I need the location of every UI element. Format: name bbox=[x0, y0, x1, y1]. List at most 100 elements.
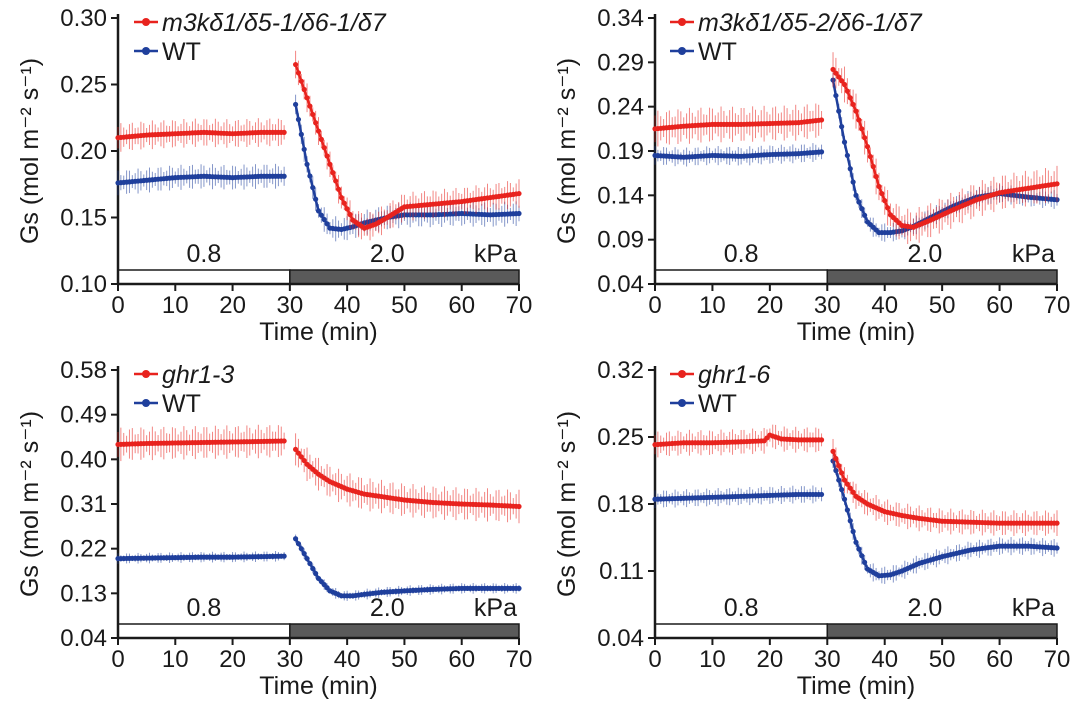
x-tick-label: 60 bbox=[986, 292, 1013, 319]
data-point bbox=[844, 481, 850, 487]
legend-label: WT bbox=[698, 38, 737, 66]
vpd-bar-high bbox=[826, 623, 1058, 639]
data-point bbox=[859, 553, 865, 559]
x-tick-label: 60 bbox=[448, 646, 475, 673]
data-point bbox=[833, 467, 839, 474]
legend-marker bbox=[142, 47, 150, 55]
x-tick-label: 10 bbox=[162, 646, 189, 673]
legend-marker bbox=[678, 18, 686, 26]
y-tick-label: 0.29 bbox=[597, 49, 644, 76]
vpd-label-high: 2.0 bbox=[908, 240, 943, 268]
x-tick-label: 0 bbox=[111, 646, 124, 673]
x-axis-title: Time (min) bbox=[797, 672, 916, 700]
data-point bbox=[841, 81, 848, 88]
data-point bbox=[1054, 181, 1060, 187]
data-point bbox=[1054, 520, 1060, 526]
x-tick-label: 40 bbox=[871, 292, 898, 319]
vpd-label-low: 0.8 bbox=[724, 240, 759, 268]
series-mutant bbox=[115, 424, 522, 524]
data-point bbox=[853, 192, 859, 198]
data-point bbox=[330, 170, 336, 176]
data-point bbox=[295, 541, 302, 547]
data-point bbox=[281, 438, 287, 444]
legend-marker bbox=[142, 18, 150, 26]
data-point bbox=[516, 210, 522, 217]
data-point bbox=[859, 126, 865, 132]
data-point bbox=[307, 103, 313, 109]
data-point bbox=[833, 455, 839, 462]
series-wt bbox=[115, 94, 522, 242]
data-point bbox=[315, 128, 322, 134]
vpd-bar-low bbox=[654, 623, 829, 639]
y-axis-title: Gs (mol m⁻² s⁻¹) bbox=[553, 411, 581, 597]
vpd-bar-low bbox=[117, 269, 291, 285]
data-point bbox=[1054, 545, 1060, 551]
x-axis-title: Time (min) bbox=[259, 318, 378, 346]
data-point bbox=[836, 477, 842, 483]
data-point bbox=[873, 173, 879, 180]
vpd-bar-high bbox=[289, 269, 520, 285]
data-point bbox=[295, 116, 302, 123]
data-point bbox=[281, 173, 287, 179]
legend-marker bbox=[678, 47, 686, 55]
x-tick-label: 30 bbox=[277, 646, 304, 673]
y-tick-label: 0.25 bbox=[597, 424, 644, 451]
data-point bbox=[841, 139, 848, 145]
legend-marker bbox=[678, 370, 686, 378]
x-tick-label: 70 bbox=[506, 646, 533, 673]
data-point bbox=[879, 190, 885, 197]
data-point bbox=[298, 78, 304, 84]
data-point bbox=[301, 457, 307, 464]
x-tick-label: 20 bbox=[219, 646, 246, 673]
x-tick-label: 20 bbox=[757, 292, 784, 319]
y-tick-label: 0.14 bbox=[597, 182, 644, 209]
y-tick-label: 0.22 bbox=[60, 536, 107, 563]
panel-top-right: 0.8 2.0 kPa 0.04 0.09 0.14 0.19 0.24 0.29 0.34 0 10… bbox=[553, 5, 1070, 346]
data-point bbox=[850, 528, 856, 535]
data-point bbox=[324, 153, 330, 159]
vpd-unit-label: kPa bbox=[474, 594, 517, 622]
data-point bbox=[335, 186, 342, 192]
x-axis-title: Time (min) bbox=[797, 318, 916, 346]
y-tick-label: 0.34 bbox=[597, 5, 644, 32]
legend-label: m3kδ1/δ5-1/δ6-1/δ7 bbox=[162, 9, 387, 37]
data-point bbox=[841, 477, 848, 483]
y-tick-label: 0.10 bbox=[60, 271, 107, 298]
series-wt bbox=[115, 534, 522, 601]
data-point bbox=[850, 179, 856, 185]
data-point bbox=[850, 489, 856, 495]
x-tick-label: 0 bbox=[648, 646, 661, 673]
series-mutant bbox=[115, 50, 522, 241]
data-point bbox=[830, 66, 836, 73]
y-tick-label: 0.04 bbox=[597, 271, 644, 298]
legend-label: ghr1-3 bbox=[162, 361, 234, 389]
data-point bbox=[310, 111, 316, 118]
data-point bbox=[301, 146, 307, 152]
data-point bbox=[836, 463, 842, 469]
data-point bbox=[839, 124, 845, 130]
data-point bbox=[844, 152, 850, 159]
data-point bbox=[324, 221, 330, 227]
data-point bbox=[281, 129, 287, 135]
series-line bbox=[831, 450, 1057, 525]
y-tick-label: 0.11 bbox=[599, 558, 644, 585]
data-point bbox=[301, 551, 307, 557]
data-point bbox=[347, 211, 353, 218]
vpd-unit-label: kPa bbox=[1012, 240, 1055, 268]
y-axis-title: Gs (mol m⁻² s⁻¹) bbox=[553, 58, 581, 244]
data-point bbox=[847, 166, 853, 172]
data-point bbox=[310, 184, 316, 191]
panel-bottom-left: 0.8 2.0 kPa 0.04 0.13 0.22 0.31 0.40 0.49 0.58 0 10… bbox=[16, 357, 532, 700]
vpd-bar-low bbox=[654, 269, 829, 285]
data-point bbox=[310, 565, 316, 572]
vpd-bar-low bbox=[117, 623, 291, 639]
x-tick-label: 40 bbox=[871, 646, 898, 673]
data-point bbox=[833, 70, 839, 76]
series-mutant bbox=[652, 424, 1060, 537]
x-tick-label: 50 bbox=[929, 646, 956, 673]
data-point bbox=[830, 448, 836, 454]
data-point bbox=[516, 585, 522, 591]
panel-top-left: 0.8 2.0 kPa 0.10 0.15 0.20 0.25 0.30 0 10 20 30 40 50… bbox=[16, 5, 532, 346]
data-point bbox=[867, 153, 873, 160]
y-tick-label: 0.49 bbox=[60, 402, 107, 429]
